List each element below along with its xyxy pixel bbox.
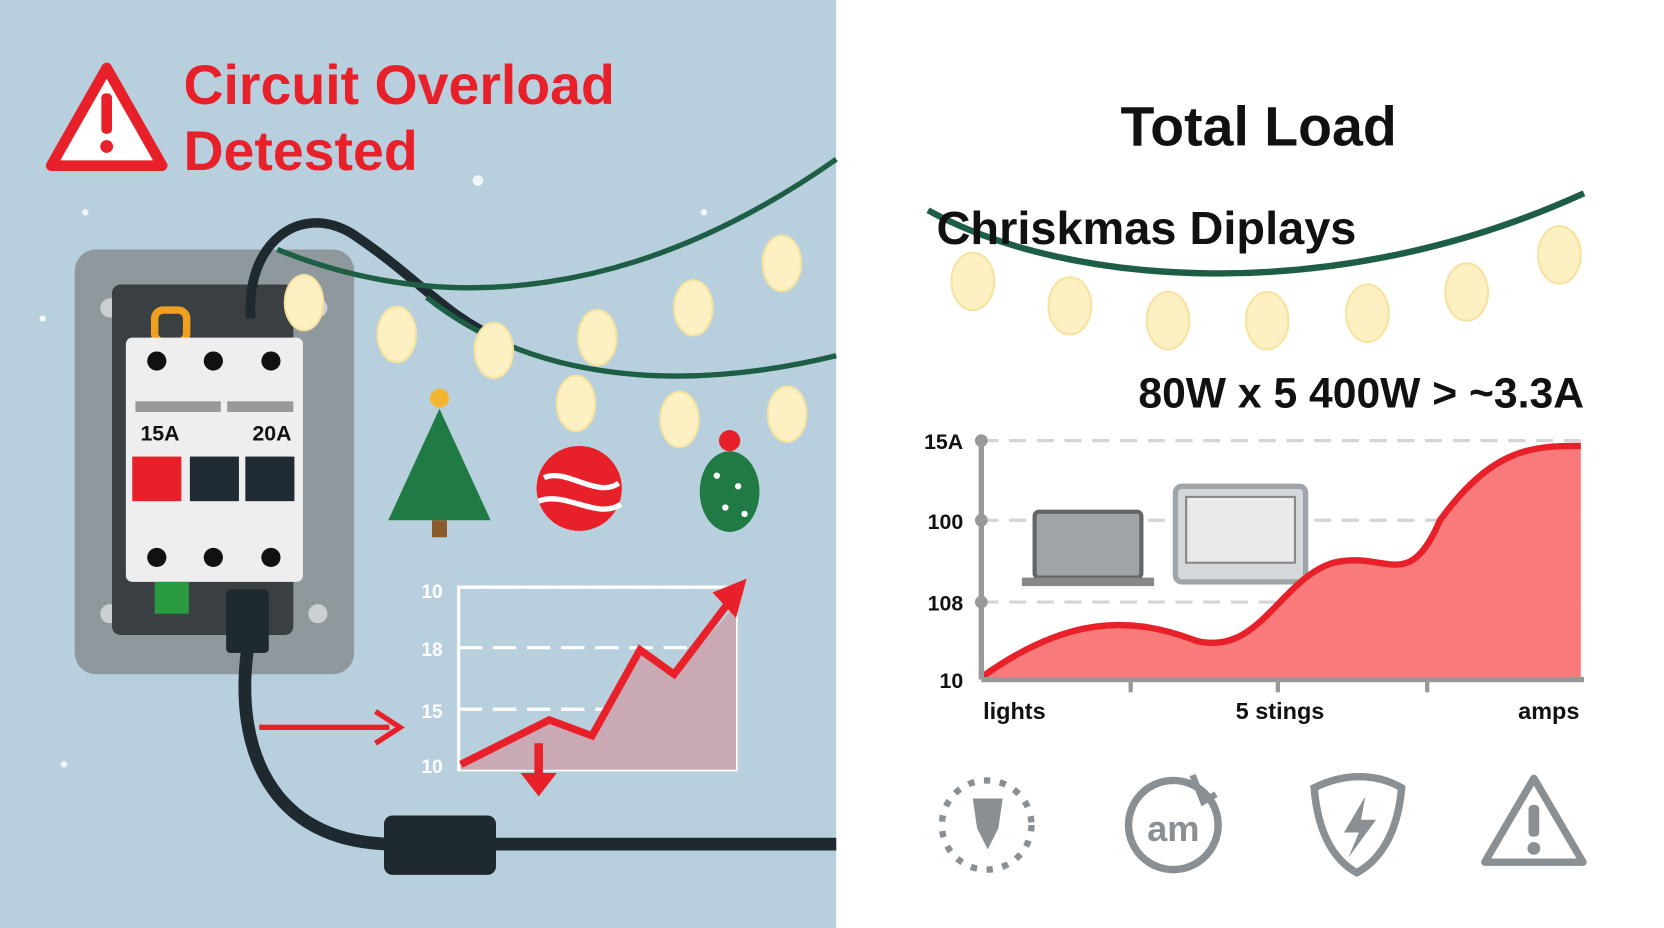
mini-area [460, 605, 736, 770]
warning-dot [100, 140, 114, 153]
amp-icon-text: am [1147, 808, 1199, 849]
y-tick-label: 15A [924, 430, 963, 454]
bulb-icon [938, 777, 1035, 873]
x-label: amps [1518, 698, 1579, 724]
alert-title: Detested [183, 120, 417, 182]
switch [189, 456, 239, 502]
title: Total Load [1121, 96, 1397, 158]
mini-line [459, 597, 734, 768]
shield-icon [1310, 772, 1406, 878]
tree [388, 408, 491, 521]
y-tick-label: 108 [928, 592, 964, 616]
breaker-label: 20A [252, 422, 291, 446]
cable [238, 648, 837, 851]
alert-title: Circuit Overload [183, 54, 614, 116]
snow [39, 175, 708, 768]
light-string [276, 157, 838, 291]
area [981, 445, 1581, 680]
mini-tick-label: 15 [421, 702, 443, 723]
y-tick-label: 10 [939, 669, 963, 693]
warning-mark [101, 93, 112, 134]
switch [132, 456, 182, 502]
plug [226, 589, 269, 653]
bulbs [950, 225, 1582, 351]
plug [384, 815, 496, 875]
mini-tick-label: 10 [421, 582, 442, 603]
y-tick-label: 100 [928, 510, 964, 534]
area-line [979, 442, 1581, 680]
subtitle: Chriskmas Diplays [937, 202, 1357, 254]
breaker-label: 15A [140, 422, 179, 446]
mini-tick-label: 10 [421, 757, 442, 778]
switch [245, 456, 295, 502]
mini-tick-label: 18 [421, 640, 443, 661]
x-label: lights [983, 698, 1046, 724]
light-string [926, 190, 1586, 277]
ornament [699, 451, 760, 532]
amp-icon [1124, 776, 1222, 874]
x-label: 5 stings [1236, 698, 1325, 724]
warning-icon [1481, 774, 1587, 866]
bulbs [283, 234, 808, 449]
formula: 80W x 5 400W > ~3.3A [1138, 370, 1584, 418]
light-string [425, 295, 837, 379]
